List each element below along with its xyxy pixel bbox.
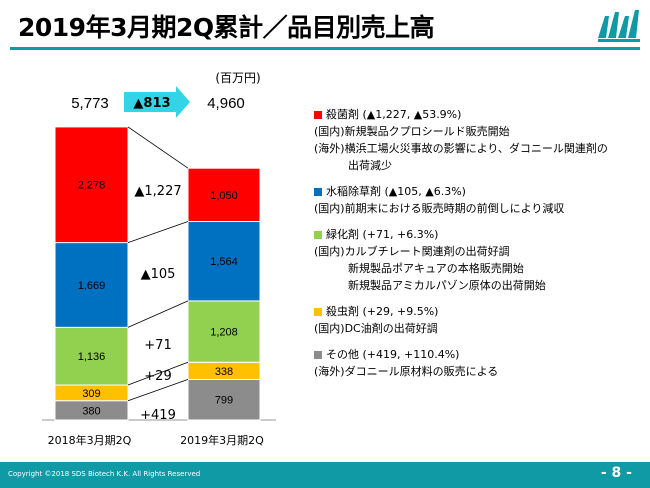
connector-line [127, 221, 189, 243]
total-change-arrow [124, 86, 190, 118]
bar-segment [54, 242, 129, 328]
change-label: +71 [144, 338, 171, 353]
note-head: 緑化剤 (+71, +6.3%) [314, 226, 646, 243]
note-head-text: 殺虫剤 (+29, +9.5%) [326, 305, 439, 318]
change-label: ▲1,227 [134, 184, 181, 199]
note-line: 新規製品アミカルパゾン原体の出荷開始 [348, 279, 546, 292]
bar-segment-label: 1,208 [210, 327, 238, 339]
total-change-label: ▲813 [133, 96, 170, 111]
note-block: 殺虫剤 (+29, +9.5%) (国内)DC油剤の出荷好調 [314, 303, 646, 337]
note-head: その他 (+419, +110.4%) [314, 346, 646, 363]
bar-segment [54, 326, 129, 386]
copyright-text: Copyright ©2018 SDS Biotech K.K. All Rig… [8, 470, 201, 478]
connector-line [127, 361, 189, 386]
legend-square-icon [314, 350, 322, 359]
title-rule [10, 47, 640, 50]
note-line: 出荷減少 [348, 159, 392, 172]
note-line: (国内)新規製品クプロシールド販売開始 [314, 125, 510, 138]
x-tick-label: 2019年3月期2Q [180, 433, 264, 447]
note-head-text: その他 (+419, +110.4%) [326, 348, 460, 361]
company-logo [598, 10, 640, 42]
page-title: 2019年3月期2Q累計／品目別売上高 [18, 13, 435, 42]
note-block: その他 (+419, +110.4%) (海外)ダコニール原材料の販売による [314, 346, 646, 380]
bar-segment-label: 309 [82, 388, 100, 400]
bar-segment [187, 378, 261, 421]
note-line: (国内)カルブチレート関連剤の出荷好調 [314, 245, 510, 258]
notes-panel: 殺菌剤 (▲1,227, ▲53.9%) (国内)新規製品クプロシールド販売開始 (… [314, 106, 646, 389]
note-head: 殺虫剤 (+29, +9.5%) [314, 303, 646, 320]
bar-segment [187, 221, 261, 302]
connector-line [127, 379, 189, 402]
note-head-text: 殺菌剤 (▲1,227, ▲53.9%) [326, 108, 462, 121]
change-label: +29 [144, 369, 171, 384]
total-label: 5,773 [71, 95, 109, 112]
bar-segment-label: 2,278 [78, 180, 106, 192]
bar-segment-label: 338 [215, 366, 233, 378]
legend-square-icon [314, 187, 322, 196]
note-line: 新規製品ポアキュアの本格販売開始 [348, 262, 524, 275]
note-head-text: 水稲除草剤 (▲105, ▲6.3%) [326, 185, 466, 198]
bar-segment [54, 126, 129, 244]
note-block: 水稲除草剤 (▲105, ▲6.3%) (国内)前期末における販売時期の前倒しによ… [314, 183, 646, 217]
change-label: ▲105 [141, 267, 176, 282]
bar-segment [187, 300, 261, 363]
change-label: +419 [140, 408, 176, 423]
bar-segment-label: 799 [215, 395, 233, 407]
bar-segment-label: 1,564 [210, 256, 238, 268]
note-line: (海外)ダコニール原材料の販売による [314, 365, 499, 378]
connector-line [127, 300, 189, 328]
total-label: 4,960 [207, 95, 245, 112]
page-number: - 8 - [600, 465, 632, 481]
note-block: 殺菌剤 (▲1,227, ▲53.9%) (国内)新規製品クプロシールド販売開始 (… [314, 106, 646, 174]
connector-line [127, 126, 189, 169]
legend-square-icon [314, 307, 322, 316]
note-line: (国内)前期末における販売時期の前倒しにより減収 [314, 202, 565, 215]
note-line: (海外)横浜工場火災事故の影響により、ダコニール関連剤の [314, 142, 608, 155]
bar-segment-label: 1,136 [78, 351, 106, 363]
bar-segment-label: 380 [82, 405, 100, 417]
legend-square-icon [314, 230, 322, 239]
bar-segment-label: 1,050 [210, 190, 238, 202]
sales-by-product-chart: 380 309 1,136 1,669 2,278 2018年3月期2Q 799 338 1,2… [42, 71, 276, 447]
legend-square-icon [314, 110, 322, 119]
note-block: 緑化剤 (+71, +6.3%) (国内)カルブチレート関連剤の出荷好調新規製品ポ… [314, 226, 646, 294]
bar-segment-label: 1,669 [78, 280, 106, 292]
x-tick-label: 2018年3月期2Q [48, 433, 132, 447]
note-head: 水稲除草剤 (▲105, ▲6.3%) [314, 183, 646, 200]
bar-segment [187, 167, 261, 223]
unit-label: (百万円) [215, 71, 260, 85]
note-head: 殺菌剤 (▲1,227, ▲53.9%) [314, 106, 646, 123]
note-head-text: 緑化剤 (+71, +6.3%) [326, 228, 439, 241]
note-line: (国内)DC油剤の出荷好調 [314, 322, 438, 335]
footer-bar: Copyright ©2018 SDS Biotech K.K. All Rig… [0, 462, 650, 488]
